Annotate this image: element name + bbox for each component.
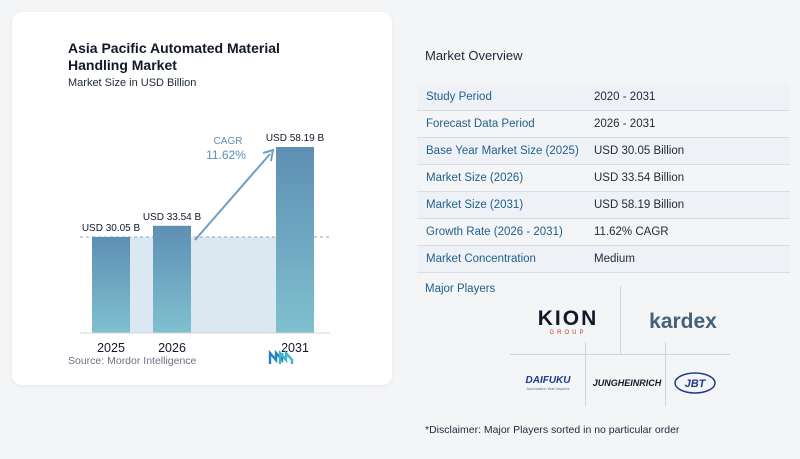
jbt-logo-icon: JBT	[674, 372, 716, 394]
daifuku-logo-subtext: Automation that Inspires	[526, 386, 570, 391]
source-text: Source: Mordor Intelligence	[68, 355, 197, 367]
data-label: USD 58.19 B	[266, 133, 325, 144]
jbt-logo-text: JBT	[685, 378, 707, 390]
stat-row: Growth Rate (2026 - 2031) 11.62% CAGR	[417, 219, 790, 246]
grid-divider	[585, 342, 586, 406]
stat-row: Base Year Market Size (2025) USD 30.05 Bi…	[417, 138, 790, 165]
stat-value: USD 33.54 Billion	[594, 172, 685, 184]
data-label: USD 33.54 B	[143, 212, 202, 223]
stat-value: Medium	[594, 253, 635, 265]
stat-value: 2026 - 2031	[594, 118, 656, 130]
stat-row: Forecast Data Period 2026 - 2031	[417, 111, 790, 138]
bar-chart: USD 30.05 B 2025 USD 33.54 B 2026 USD 58.19 …	[80, 133, 330, 355]
data-label: USD 30.05 B	[82, 223, 141, 234]
x-tick-label: 2026	[158, 341, 186, 355]
kion-logo-subtext: GROUP	[549, 330, 587, 336]
stat-label: Study Period	[426, 91, 492, 103]
stat-label: Market Concentration	[426, 253, 536, 265]
stat-row: Market Concentration Medium	[417, 246, 790, 273]
cagr-arrow	[194, 153, 271, 241]
grid-divider	[510, 354, 730, 355]
disclaimer: *Disclaimer: Major Players sorted in no …	[425, 424, 680, 436]
x-tick-label: 2031	[281, 341, 309, 355]
bar-2031	[276, 147, 314, 333]
kion-logo-text: KION	[537, 307, 599, 330]
stat-label: Market Size (2026)	[426, 172, 524, 184]
grid-divider	[620, 286, 621, 354]
stat-row: Market Size (2031) USD 58.19 Billion	[417, 192, 790, 219]
stat-value: USD 30.05 Billion	[594, 145, 685, 157]
stat-row: Market Size (2026) USD 33.54 Billion	[417, 165, 790, 192]
kardex-logo: kardex	[649, 310, 717, 333]
chart-title: Asia Pacific Automated Material Handling…	[68, 40, 280, 73]
kion-logo: KION GROUP	[513, 300, 623, 344]
stat-value: USD 58.19 Billion	[594, 199, 685, 211]
grid-divider	[665, 342, 666, 406]
major-players-title: Major Players	[425, 283, 496, 295]
market-overview-title: Market Overview	[425, 48, 523, 63]
stat-row: Study Period 2020 - 2031	[417, 84, 790, 111]
bar-2026	[153, 225, 191, 333]
cagr-arrow-head	[262, 148, 275, 162]
cagr-value: 11.62%	[206, 148, 246, 162]
daifuku-logo-text: DAIFUKU	[525, 375, 571, 386]
mordor-logo-icon	[268, 350, 294, 364]
stat-label: Forecast Data Period	[426, 118, 535, 130]
cagr-label: CAGR	[214, 136, 243, 147]
stat-label: Growth Rate (2026 - 2031)	[426, 226, 563, 238]
stat-label: Market Size (2031)	[426, 199, 524, 211]
bar-2025	[92, 236, 130, 333]
stat-value: 11.62% CAGR	[594, 226, 669, 238]
daifuku-logo: DAIFUKU Automation that Inspires	[511, 370, 585, 396]
jbt-logo: JBT	[670, 370, 720, 396]
stat-value: 2020 - 2031	[594, 91, 656, 103]
jungheinrich-logo: JUNGHEINRICH	[592, 378, 662, 388]
chart-subtitle: Market Size in USD Billion	[68, 77, 197, 89]
x-tick-label: 2025	[97, 341, 125, 355]
stat-label: Base Year Market Size (2025)	[426, 145, 579, 157]
market-overview-table: Study Period 2020 - 2031 Forecast Data Pe…	[417, 84, 790, 273]
